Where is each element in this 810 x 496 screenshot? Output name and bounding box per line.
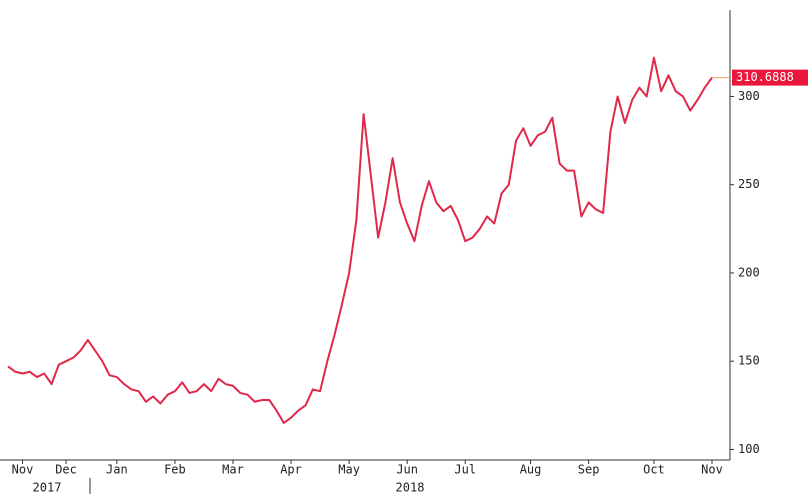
x-tick-label: Mar	[222, 463, 244, 477]
last-value-box	[732, 69, 808, 86]
y-tick-label: 200	[738, 265, 760, 279]
x-tick-label: Sep	[578, 463, 600, 477]
price-line	[7, 56, 713, 424]
x-tick-label: Aug	[520, 463, 542, 477]
x-tick-label: Apr	[280, 463, 302, 477]
x-tick-label: Jan	[106, 463, 128, 477]
y-tick-label: 100	[738, 442, 760, 456]
x-tick-label: May	[338, 463, 360, 477]
year-label: 2017	[33, 481, 62, 495]
x-tick-label: Oct	[643, 463, 665, 477]
x-tick-label: Feb	[164, 463, 186, 477]
y-tick-label: 150	[738, 354, 760, 368]
x-tick-label: Dec	[55, 463, 77, 477]
x-tick-label: Nov	[12, 463, 34, 477]
x-tick-label: Nov	[701, 463, 723, 477]
year-label: 2018	[396, 481, 425, 495]
y-tick-label: 250	[738, 177, 760, 191]
last-value-label: 310.6888	[736, 70, 794, 84]
x-tick-label: Jul	[454, 463, 476, 477]
x-tick-label: Jun	[396, 463, 418, 477]
y-tick-label: 300	[738, 89, 760, 103]
